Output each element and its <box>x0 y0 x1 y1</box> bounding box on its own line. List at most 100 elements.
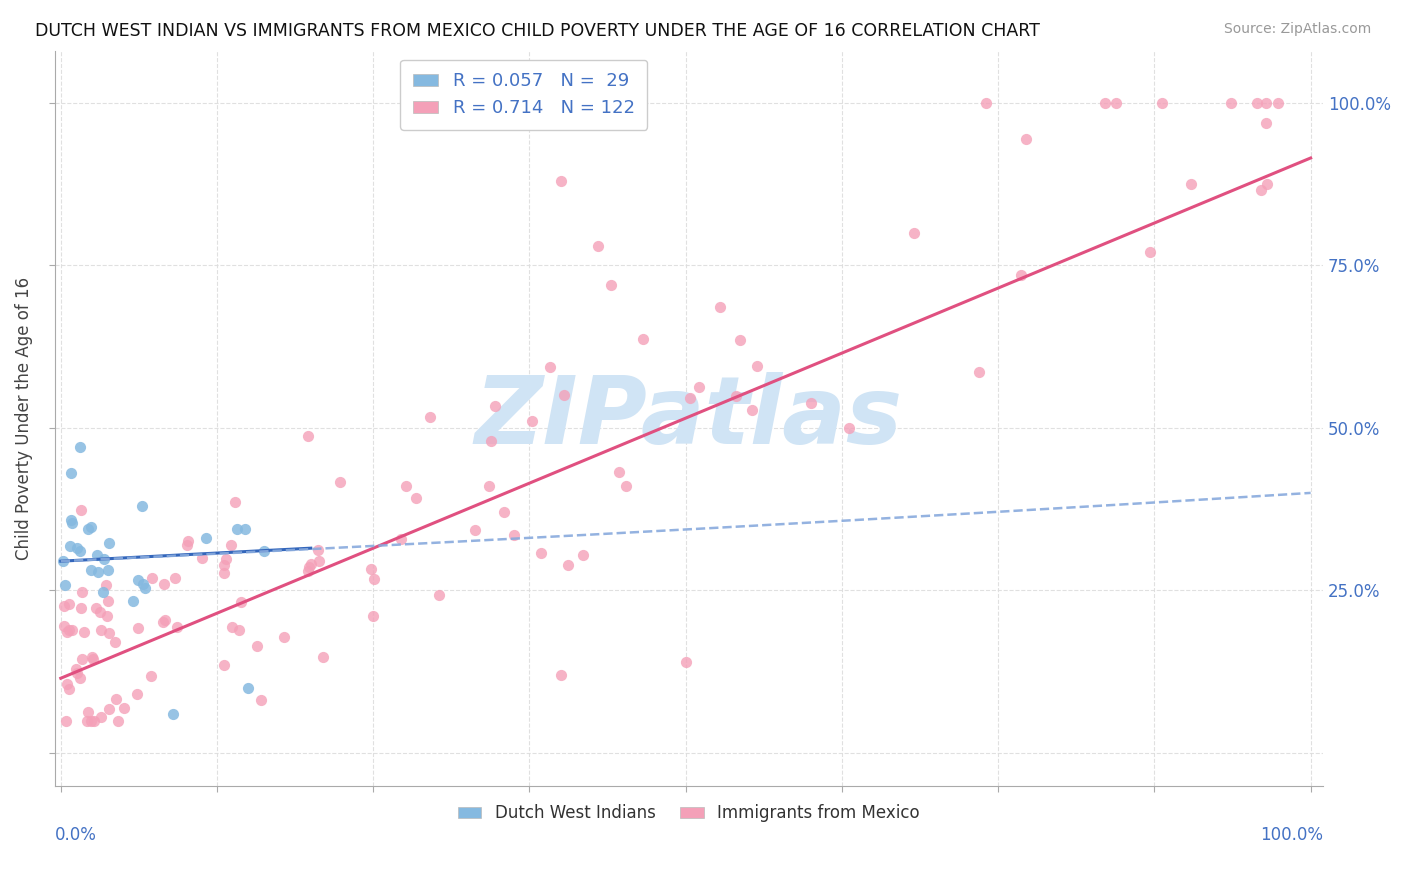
Point <box>60 516 83 530</box>
Point <box>69 544 91 558</box>
Point <box>90 623 112 637</box>
Point <box>93 552 115 566</box>
Point <box>607 465 630 479</box>
Text: ZIPatlas: ZIPatlas <box>475 372 903 464</box>
Point <box>86 566 108 580</box>
Point <box>538 359 561 374</box>
Point <box>112 701 135 715</box>
Point <box>69 671 91 685</box>
Point <box>233 521 256 535</box>
Point <box>212 657 235 672</box>
Point <box>479 434 502 449</box>
Point <box>747 359 769 374</box>
Point <box>59 539 82 553</box>
Point <box>58 597 80 611</box>
Y-axis label: Child Poverty Under the Age of 16: Child Poverty Under the Age of 16 <box>15 277 32 559</box>
Point <box>1139 245 1161 260</box>
Point <box>76 522 98 536</box>
Point <box>838 420 860 434</box>
Point <box>152 615 174 629</box>
Point <box>191 551 214 566</box>
Point <box>69 441 91 455</box>
Point <box>131 499 153 513</box>
Point <box>273 631 295 645</box>
Point <box>127 621 149 635</box>
Point <box>212 566 235 581</box>
Point <box>105 692 128 706</box>
Point <box>1254 116 1277 130</box>
Point <box>152 577 174 591</box>
Point <box>70 585 93 599</box>
Point <box>89 605 111 619</box>
Point <box>709 300 731 314</box>
Point <box>55 677 77 691</box>
Point <box>1150 95 1173 110</box>
Point <box>83 714 105 728</box>
Point <box>974 95 997 110</box>
Point <box>139 669 162 683</box>
Point <box>70 601 93 615</box>
Point <box>155 613 177 627</box>
Point <box>221 620 243 634</box>
Point <box>520 414 543 428</box>
Point <box>299 557 322 571</box>
Point <box>675 655 697 669</box>
Point <box>52 599 75 614</box>
Point <box>52 618 75 632</box>
Point <box>741 403 763 417</box>
Point <box>73 625 96 640</box>
Text: 0.0%: 0.0% <box>55 826 97 844</box>
Point <box>65 662 87 676</box>
Point <box>395 479 418 493</box>
Point <box>688 379 710 393</box>
Point <box>132 577 155 591</box>
Point <box>308 554 330 568</box>
Point <box>214 558 236 572</box>
Point <box>98 536 121 550</box>
Text: DUTCH WEST INDIAN VS IMMIGRANTS FROM MEXICO CHILD POVERTY UNDER THE AGE OF 16 CO: DUTCH WEST INDIAN VS IMMIGRANTS FROM MEX… <box>35 22 1040 40</box>
Text: Source: ZipAtlas.com: Source: ZipAtlas.com <box>1223 22 1371 37</box>
Point <box>104 635 127 649</box>
Point <box>194 531 217 545</box>
Point <box>389 532 412 546</box>
Point <box>58 681 80 696</box>
Point <box>1256 177 1278 191</box>
Point <box>98 702 121 716</box>
Point <box>121 594 143 608</box>
Point <box>66 541 89 556</box>
Point <box>90 710 112 724</box>
Point <box>484 400 506 414</box>
Point <box>1254 95 1277 110</box>
Point <box>166 620 188 634</box>
Point <box>297 428 319 442</box>
Point <box>91 584 114 599</box>
Point <box>228 624 250 638</box>
Point <box>94 578 117 592</box>
Point <box>800 395 823 409</box>
Point <box>224 495 246 509</box>
Point <box>361 608 384 623</box>
Point <box>125 687 148 701</box>
Point <box>631 332 654 346</box>
Point <box>1219 95 1241 110</box>
Point <box>312 649 335 664</box>
Point <box>679 391 702 405</box>
Point <box>1094 95 1116 110</box>
Point <box>176 538 198 552</box>
Point <box>59 513 82 527</box>
Point <box>1246 95 1268 110</box>
Point <box>307 543 329 558</box>
Point <box>226 522 249 536</box>
Point <box>599 277 621 292</box>
Point <box>572 548 595 562</box>
Point <box>55 624 77 639</box>
Point <box>76 714 98 728</box>
Point <box>1180 177 1202 191</box>
Point <box>219 538 242 552</box>
Point <box>66 666 89 681</box>
Point <box>464 523 486 537</box>
Point <box>53 577 76 591</box>
Point <box>478 479 501 493</box>
Point <box>502 528 524 542</box>
Point <box>165 570 187 584</box>
